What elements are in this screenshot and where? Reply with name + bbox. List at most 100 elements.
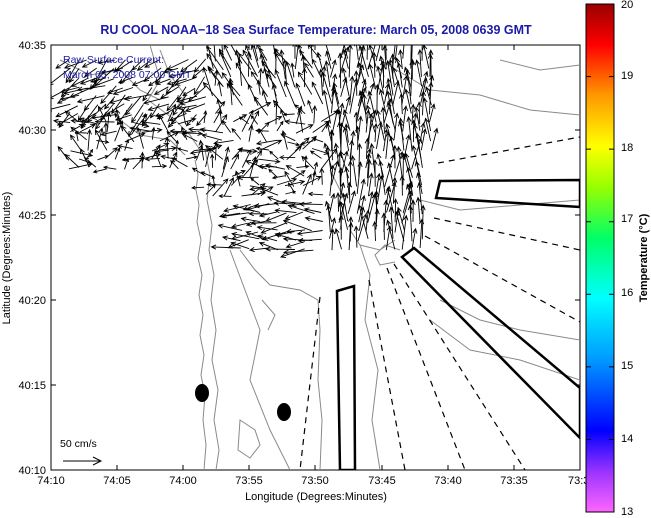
- current-vector-arrow: [185, 155, 199, 160]
- current-vector-arrow: [204, 145, 224, 160]
- current-vector-arrow: [223, 45, 233, 61]
- current-vector-arrow: [273, 48, 279, 71]
- current-vector-arrow: [374, 83, 380, 113]
- current-vector-arrow: [96, 127, 104, 150]
- current-vector-arrow: [285, 228, 306, 234]
- current-vector-arrow: [247, 83, 259, 106]
- current-vector-arrow: [282, 112, 295, 117]
- current-vector-arrow: [55, 59, 70, 69]
- current-vector-arrow: [234, 170, 241, 187]
- current-vector-arrow: [421, 45, 423, 61]
- current-vector-arrow: [56, 113, 79, 126]
- current-vector-arrow: [311, 58, 322, 78]
- current-vector-arrow: [367, 190, 374, 214]
- current-vector-arrow: [249, 156, 257, 178]
- current-vector-arrow: [323, 142, 333, 170]
- current-vector-arrow: [324, 60, 331, 88]
- current-vector-arrow: [307, 191, 323, 197]
- y-tick-label: 40:15: [18, 380, 46, 392]
- current-vector-arrow: [298, 201, 323, 207]
- current-vector-arrow: [302, 176, 322, 187]
- current-vector-arrow: [393, 112, 400, 140]
- current-vector-arrow: [210, 244, 241, 250]
- current-vector-arrow: [344, 123, 350, 143]
- current-vector-arrow: [383, 128, 389, 152]
- current-vector-arrow: [322, 89, 332, 124]
- current-vector-arrow: [172, 94, 187, 116]
- current-vector-arrow: [396, 61, 403, 88]
- current-vector-arrow: [128, 112, 144, 137]
- current-vector-arrow: [294, 137, 310, 152]
- current-vector-arrow: [231, 231, 260, 240]
- current-vector-arrow: [329, 59, 337, 78]
- current-vector-arrow: [262, 67, 270, 88]
- current-vector-arrow: [394, 45, 398, 61]
- current-vector-arrow: [365, 209, 371, 233]
- current-vector-arrow: [219, 50, 232, 78]
- y-tick-label: 40:35: [18, 40, 46, 52]
- current-vector-arrow: [299, 49, 313, 69]
- current-vector-arrow: [284, 119, 306, 125]
- current-vector-arrow: [271, 175, 285, 180]
- current-vector-arrow: [100, 130, 117, 137]
- current-vector-arrow: [90, 114, 117, 120]
- current-vector-arrow: [357, 204, 369, 240]
- current-vector-arrow: [217, 80, 222, 97]
- current-vector-arrow: [372, 220, 378, 242]
- current-vector-arrow: [339, 45, 345, 60]
- current-vector-arrow: [250, 45, 260, 68]
- current-vector-arrow: [358, 206, 366, 231]
- current-vector-arrow: [148, 77, 162, 87]
- x-tick-label: 73:3: [568, 475, 589, 487]
- current-vector-arrow: [334, 227, 342, 250]
- current-vector-arrow: [261, 90, 269, 106]
- current-vector-arrow: [294, 45, 301, 70]
- current-vector-arrow: [321, 119, 330, 133]
- current-vector-arrow: [348, 216, 354, 251]
- x-tick-label: 74:05: [103, 475, 131, 487]
- current-vector-arrow: [366, 158, 372, 187]
- current-vector-arrow: [90, 77, 107, 84]
- current-vector-arrow: [409, 59, 415, 97]
- current-vector-arrow: [168, 69, 196, 79]
- current-vector-arrow: [114, 120, 124, 142]
- current-vector-arrow: [287, 141, 301, 147]
- current-vector-arrow: [246, 51, 252, 77]
- current-vector-arrow: [187, 126, 207, 132]
- current-vector-arrow: [64, 153, 80, 168]
- current-vector-arrow: [419, 70, 429, 98]
- current-vector-arrow: [177, 117, 197, 125]
- current-vector-arrow: [420, 90, 426, 116]
- figure-title: RU COOL NOAA−18 Sea Surface Temperature:…: [100, 23, 532, 37]
- current-vector-arrow: [260, 187, 279, 196]
- current-vector-arrow: [103, 122, 109, 142]
- current-vector-arrow: [116, 144, 133, 150]
- current-vector-arrow: [223, 176, 234, 197]
- current-vector-arrow: [428, 49, 434, 86]
- current-vector-arrow: [419, 218, 425, 249]
- current-vector-arrow: [402, 105, 409, 132]
- current-vector-arrow: [81, 59, 98, 68]
- current-vector-arrow: [231, 147, 243, 160]
- current-vector-arrow: [401, 74, 409, 105]
- current-vector-arrow: [340, 76, 348, 97]
- current-vector-arrow: [405, 69, 412, 105]
- current-vector-arrow: [341, 67, 350, 97]
- current-vector-arrow: [174, 77, 197, 86]
- radar-beam-dashed-lines: [299, 136, 580, 470]
- current-vector-arrow: [406, 166, 414, 196]
- colorbar-tick-label: 19: [621, 70, 633, 82]
- current-vector-arrow: [368, 63, 376, 88]
- current-vector-arrow: [151, 163, 168, 169]
- current-vector-arrow: [94, 129, 108, 151]
- x-tick-label: 73:45: [368, 475, 396, 487]
- map-plot: 50 cm/s Raw Surface Current: March 05, 2…: [50, 44, 581, 471]
- current-vector-arrow: [124, 138, 130, 151]
- current-vector-arrow: [51, 87, 70, 100]
- current-vector-arrow: [407, 204, 413, 242]
- current-vector-arrow: [380, 106, 386, 132]
- current-vector-arrow: [386, 101, 396, 132]
- current-vector-arrow: [378, 88, 387, 115]
- current-vector-arrow: [392, 144, 398, 169]
- current-vector-arrow: [332, 81, 340, 105]
